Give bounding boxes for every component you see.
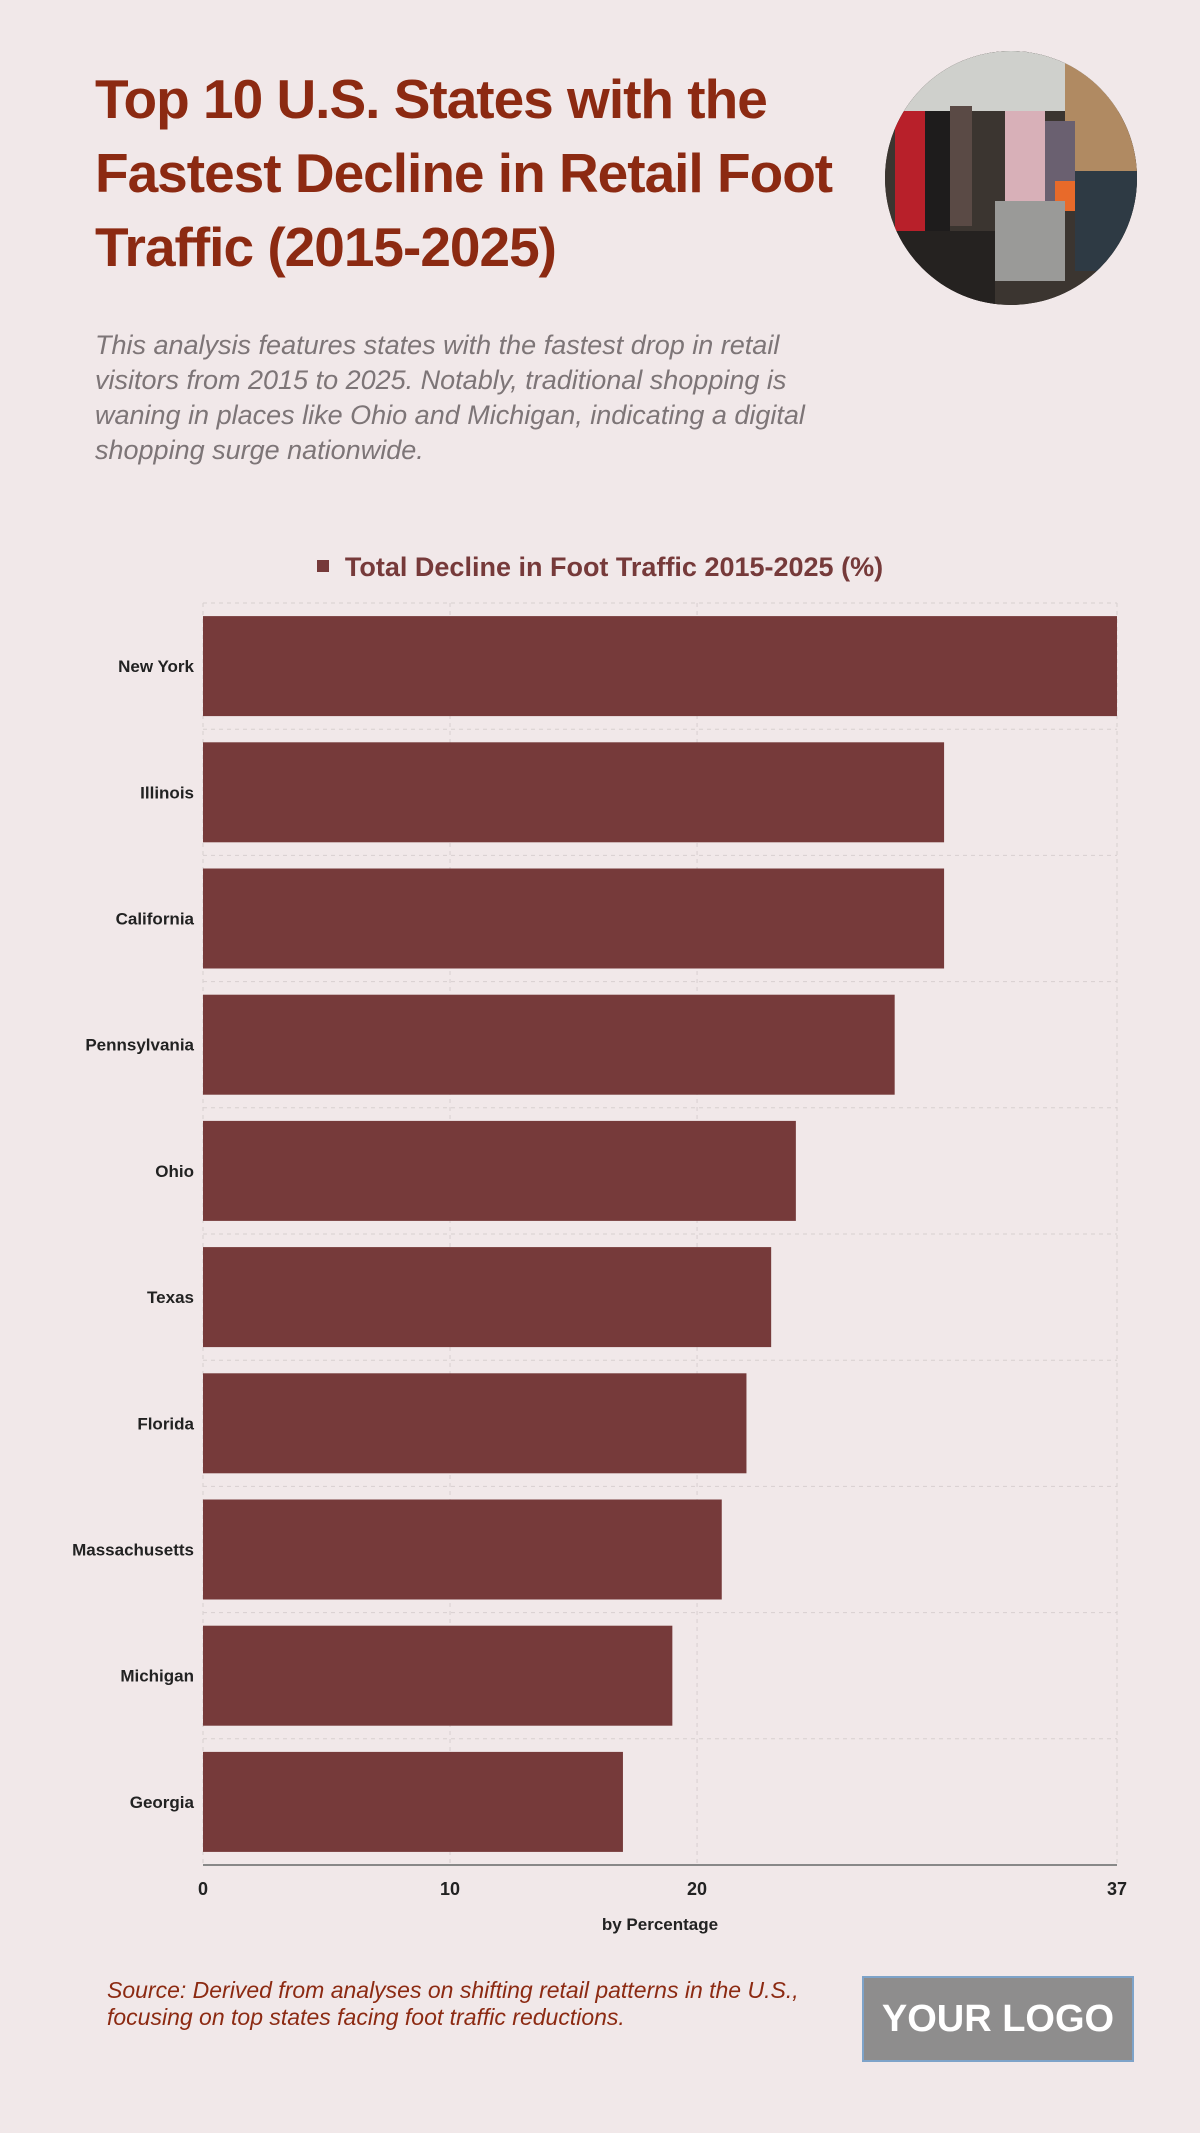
y-tick-label: Michigan <box>120 1667 194 1686</box>
bar-illinois <box>203 742 945 843</box>
y-tick-label: New York <box>118 657 194 676</box>
x-tick-label: 0 <box>198 1879 208 1899</box>
logo-placeholder: YOUR LOGO <box>862 1976 1134 2062</box>
bar-ohio <box>203 1120 796 1221</box>
page-title: Top 10 U.S. States with the Fastest Decl… <box>95 68 833 278</box>
bar-pennsylvania <box>203 994 895 1095</box>
source-note: Source: Derived from analyses on shiftin… <box>107 1977 799 2030</box>
header: Top 10 U.S. States with the Fastest Decl… <box>95 62 875 468</box>
y-tick-label: California <box>116 910 195 929</box>
chart-legend: Total Decline in Foot Traffic 2015-2025 … <box>0 552 1200 583</box>
page-subtitle: This analysis features states with the f… <box>95 330 805 465</box>
bar-chart: 0 10 20 37 New York Illinois California Pennsyl… <box>72 602 1127 1934</box>
legend-label: Total Decline in Foot Traffic 2015-2025 … <box>344 552 884 582</box>
bar-georgia <box>203 1751 623 1852</box>
y-tick-label: Illinois <box>140 783 194 802</box>
legend-swatch <box>316 559 329 572</box>
bar-new-york <box>203 616 1117 717</box>
y-tick-label: Texas <box>147 1288 194 1307</box>
x-tick-label: 10 <box>440 1879 460 1899</box>
y-tick-label: Massachusetts <box>72 1541 194 1560</box>
bar-california <box>203 868 945 969</box>
bar-michigan <box>203 1625 673 1726</box>
x-tick-label: 37 <box>1107 1879 1127 1899</box>
clothing-store-photo <box>885 51 1137 305</box>
x-axis-title: by Percentage <box>602 1915 718 1934</box>
y-tick-label: Pennsylvania <box>85 1036 194 1055</box>
bar-texas <box>203 1247 772 1348</box>
x-tick-label: 20 <box>687 1879 707 1899</box>
y-tick-label: Florida <box>137 1414 194 1433</box>
y-tick-label: Ohio <box>155 1162 194 1181</box>
bar-florida <box>203 1373 747 1474</box>
y-tick-label: Georgia <box>130 1793 195 1812</box>
bar-massachusetts <box>203 1499 722 1600</box>
